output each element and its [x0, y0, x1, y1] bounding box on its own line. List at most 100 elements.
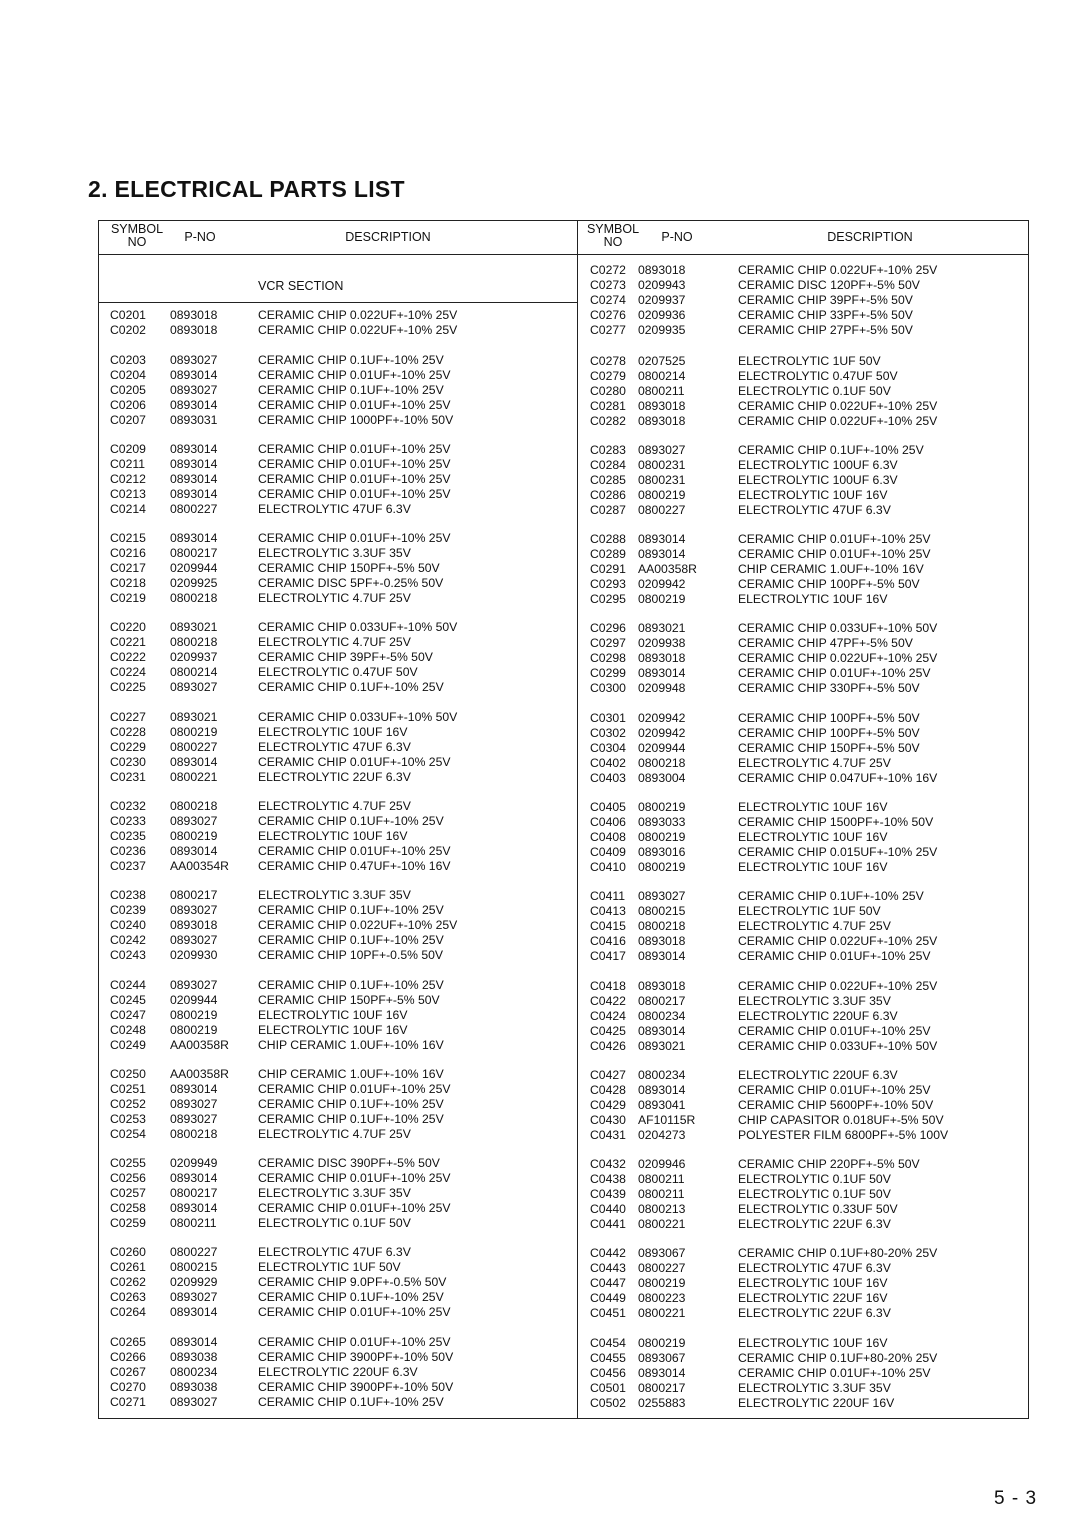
- symbol-no: C0256: [110, 1171, 146, 1186]
- description: CERAMIC CHIP 0.01UF+-10% 25V: [258, 754, 451, 769]
- description: ELECTROLYTIC 0.1UF 50V: [738, 1172, 891, 1187]
- table-row: C0289 0893014 CERAMIC CHIP 0.01UF+-10% 25V: [590, 547, 1025, 562]
- description: CERAMIC CHIP 0.1UF+-10% 25V: [258, 1394, 444, 1409]
- header-pno: P-NO: [661, 230, 693, 244]
- parts-group: C0238 0800217 ELECTROLYTIC 3.3UF 35V C0239 0…: [110, 888, 570, 963]
- part-number: 0893004: [638, 770, 686, 785]
- description: CHIP CERAMIC 1.0UF+-10% 16V: [258, 1066, 444, 1081]
- symbol-no: C0242: [110, 933, 146, 948]
- table-row: C0205 0893027 CERAMIC CHIP 0.1UF+-10% 25V: [110, 383, 570, 398]
- table-row: C0427 0800234 ELECTROLYTIC 220UF 6.3V: [590, 1068, 1025, 1083]
- table-row: C0441 0800221 ELECTROLYTIC 22UF 6.3V: [590, 1217, 1025, 1232]
- description: CERAMIC CHIP 0.01UF+-10% 25V: [258, 843, 451, 858]
- table-row: C0502 0255883 ELECTROLYTIC 220UF 16V: [590, 1396, 1025, 1411]
- parts-group: C0296 0893021 CERAMIC CHIP 0.033UF+-10% 50…: [590, 621, 1025, 696]
- table-row: C0222 0209937 CERAMIC CHIP 39PF+-5% 50V: [110, 650, 570, 665]
- part-number: 0209936: [638, 307, 686, 322]
- description: CERAMIC CHIP 3900PF+-10% 50V: [258, 1349, 454, 1364]
- symbol-no: C0248: [110, 1022, 146, 1037]
- part-number: AF10115R: [638, 1112, 696, 1127]
- part-number: 0893014: [170, 1334, 218, 1349]
- part-number: 0893027: [170, 1096, 218, 1111]
- section-title: VCR SECTION: [258, 279, 344, 293]
- description: CERAMIC CHIP 0.1UF+-10% 25V: [258, 352, 444, 367]
- symbol-no: C0265: [110, 1334, 146, 1349]
- description: CERAMIC DISC 5PF+-0.25% 50V: [258, 576, 444, 591]
- part-number: 0800231: [638, 472, 686, 487]
- description: CERAMIC CHIP 100PF+-5% 50V: [738, 577, 920, 592]
- table-row: C0215 0893014 CERAMIC CHIP 0.01UF+-10% 25V: [110, 531, 570, 546]
- table-row: C0236 0893014 CERAMIC CHIP 0.01UF+-10% 25V: [110, 844, 570, 859]
- symbol-no: C0229: [110, 739, 146, 754]
- symbol-no: C0207: [110, 412, 146, 427]
- part-number: 0800218: [170, 591, 218, 606]
- part-number: 0893018: [638, 978, 686, 993]
- symbol-no: C0440: [590, 1202, 626, 1217]
- table-row: C0413 0800215 ELECTROLYTIC 1UF 50V: [590, 904, 1025, 919]
- table-row: C0217 0209944 CERAMIC CHIP 150PF+-5% 50V: [110, 561, 570, 576]
- symbol-no: C0426: [590, 1038, 626, 1053]
- table-row: C0240 0893018 CERAMIC CHIP 0.022UF+-10% 25…: [110, 918, 570, 933]
- parts-group: C0209 0893014 CERAMIC CHIP 0.01UF+-10% 25V…: [110, 442, 570, 517]
- part-number: 0893014: [170, 471, 218, 486]
- table-row: C0284 0800231 ELECTROLYTIC 100UF 6.3V: [590, 458, 1025, 473]
- part-number: 0893027: [170, 1111, 218, 1126]
- part-number: 0893018: [638, 413, 686, 428]
- part-number: 0209944: [170, 992, 218, 1007]
- part-number: 0800219: [170, 828, 218, 843]
- table-row: C0406 0893033 CERAMIC CHIP 1500PF+-10% 50V: [590, 815, 1025, 830]
- description: CERAMIC CHIP 0.1UF+-10% 25V: [258, 933, 444, 948]
- description: CERAMIC CHIP 0.01UF+-10% 25V: [258, 441, 451, 456]
- description: CERAMIC CHIP 0.01UF+-10% 25V: [258, 456, 451, 471]
- part-number: 0893014: [170, 1305, 218, 1320]
- symbol-no: C0429: [590, 1097, 626, 1112]
- table-row: C0422 0800217 ELECTROLYTIC 3.3UF 35V: [590, 994, 1025, 1009]
- symbol-no: C0261: [110, 1260, 146, 1275]
- part-number: 0893027: [170, 977, 218, 992]
- table-row: C0271 0893027 CERAMIC CHIP 0.1UF+-10% 25V: [110, 1395, 570, 1410]
- description: ELECTROLYTIC 10UF 16V: [738, 1335, 888, 1350]
- part-number: 0800219: [638, 859, 686, 874]
- symbol-no: C0299: [590, 666, 626, 681]
- symbol-no: C0270: [110, 1379, 146, 1394]
- symbol-no: C0441: [590, 1217, 626, 1232]
- part-number: 0209937: [170, 650, 218, 665]
- symbol-no: C0406: [590, 814, 626, 829]
- part-number: 0800223: [638, 1291, 686, 1306]
- table-row: C0403 0893004 CERAMIC CHIP 0.047UF+-10% 16…: [590, 771, 1025, 786]
- symbol-no: C0291: [590, 562, 626, 577]
- symbol-no: C0233: [110, 813, 146, 828]
- part-number: 0800219: [638, 487, 686, 502]
- part-number: 0893014: [170, 397, 218, 412]
- table-row: C0261 0800215 ELECTROLYTIC 1UF 50V: [110, 1260, 570, 1275]
- description: CERAMIC CHIP 150PF+-5% 50V: [258, 992, 440, 1007]
- description: ELECTROLYTIC 3.3UF 35V: [258, 546, 411, 561]
- symbol-no: C0297: [590, 636, 626, 651]
- symbol-no: C0300: [590, 681, 626, 696]
- symbol-no: C0271: [110, 1394, 146, 1409]
- description: CERAMIC CHIP 0.033UF+-10% 50V: [258, 709, 458, 724]
- table-row: C0265 0893014 CERAMIC CHIP 0.01UF+-10% 25V: [110, 1335, 570, 1350]
- header-no: NO: [603, 235, 623, 249]
- description: CERAMIC CHIP 0.01UF+-10% 25V: [738, 949, 931, 964]
- symbol-no: C0277: [590, 322, 626, 337]
- symbol-no: C0213: [110, 486, 146, 501]
- description: ELECTROLYTIC 10UF 16V: [258, 1007, 408, 1022]
- symbol-no: C0250: [110, 1066, 146, 1081]
- table-row: C0209 0893014 CERAMIC CHIP 0.01UF+-10% 25V: [110, 442, 570, 457]
- parts-group: C0255 0209949 CERAMIC DISC 390PF+-5% 50V C0…: [110, 1156, 570, 1231]
- description: ELECTROLYTIC 100UF 6.3V: [738, 472, 898, 487]
- table-row: C0302 0209942 CERAMIC CHIP 100PF+-5% 50V: [590, 726, 1025, 741]
- description: CERAMIC CHIP 39PF+-5% 50V: [258, 650, 433, 665]
- symbol-no: C0415: [590, 919, 626, 934]
- parts-group: C0454 0800219 ELECTROLYTIC 10UF 16V C0455 08…: [590, 1336, 1025, 1411]
- table-row: C0408 0800219 ELECTROLYTIC 10UF 16V: [590, 830, 1025, 845]
- description: ELECTROLYTIC 3.3UF 35V: [738, 993, 891, 1008]
- part-number: 0800234: [638, 1067, 686, 1082]
- description: ELECTROLYTIC 1UF 50V: [258, 1260, 401, 1275]
- part-number: 0800211: [170, 1216, 217, 1231]
- part-number: 0893014: [170, 1201, 218, 1216]
- table-row: C0278 0207525 ELECTROLYTIC 1UF 50V: [590, 354, 1025, 369]
- description: ELECTROLYTIC 1UF 50V: [738, 353, 881, 368]
- part-number: 0893014: [170, 456, 218, 471]
